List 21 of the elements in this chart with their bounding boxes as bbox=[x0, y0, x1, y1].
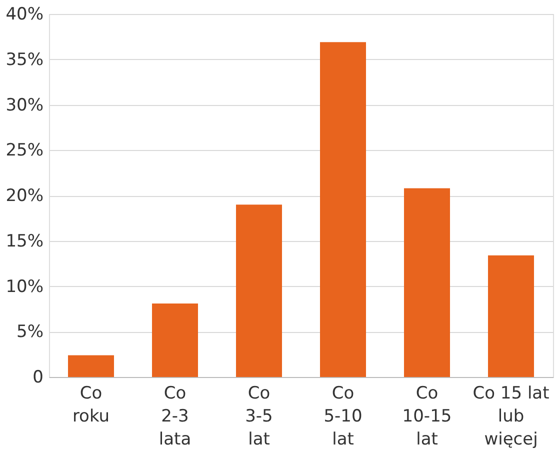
y-tick-label: 35% bbox=[6, 50, 44, 70]
x-tick-label: Co 3-5 lat bbox=[245, 384, 273, 450]
bar bbox=[236, 204, 282, 377]
bar bbox=[488, 255, 534, 377]
x-tick-label: Co roku bbox=[72, 384, 110, 426]
bar bbox=[320, 42, 366, 377]
x-tick-label: Co 2-3 lata bbox=[158, 384, 192, 450]
x-tick-label: Co 10-15 lat bbox=[402, 384, 452, 450]
bar bbox=[404, 188, 450, 377]
y-tick-label: 0 bbox=[32, 368, 44, 388]
x-tick-label: Co 15 lat lub więcej bbox=[472, 384, 550, 450]
y-tick-label: 20% bbox=[6, 186, 44, 206]
bar bbox=[68, 355, 114, 377]
y-tick-label: 40% bbox=[6, 4, 44, 24]
y-tick-label: 15% bbox=[6, 231, 44, 252]
y-tick-label: 10% bbox=[6, 276, 44, 297]
y-tick-label: 25% bbox=[6, 140, 44, 161]
y-tick-label: 30% bbox=[6, 95, 44, 116]
y-tick-label: 5% bbox=[16, 322, 44, 342]
bar bbox=[152, 303, 198, 377]
x-tick-label: Co 5-10 lat bbox=[324, 384, 362, 450]
